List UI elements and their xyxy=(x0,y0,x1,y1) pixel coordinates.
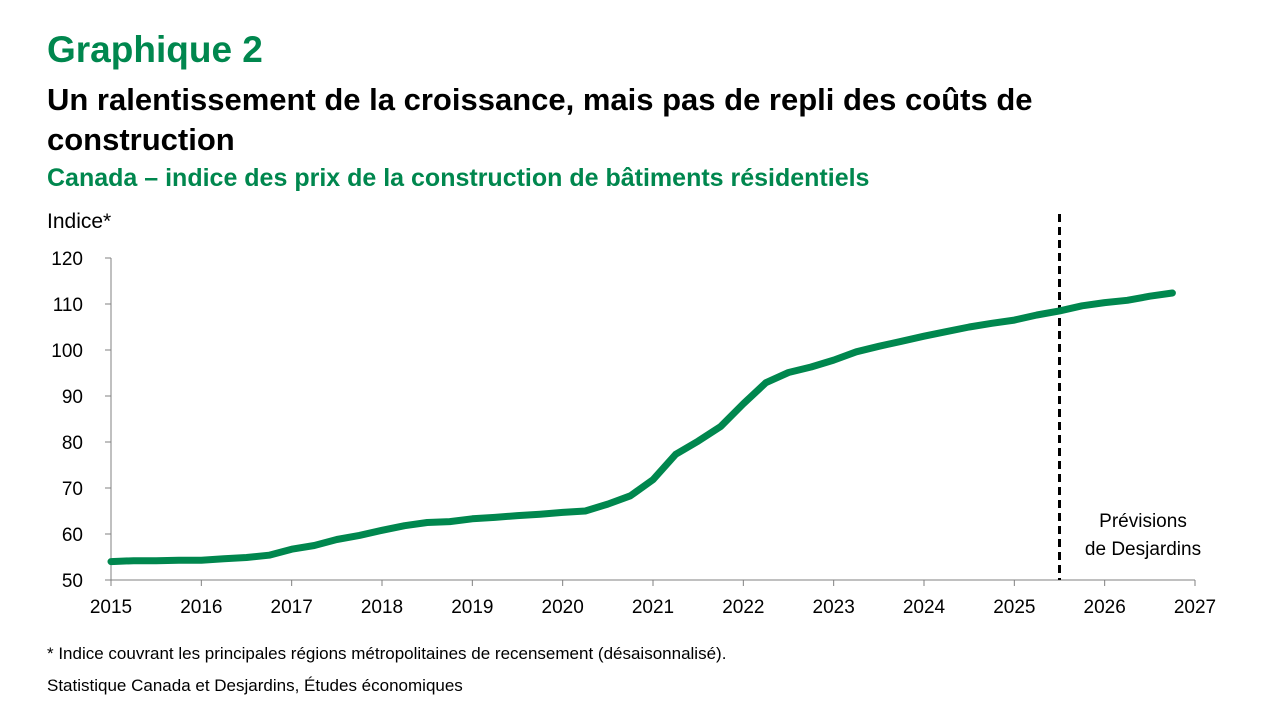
y-tick-label: 90 xyxy=(62,387,83,408)
x-tick-label: 2016 xyxy=(180,597,222,618)
chart-kicker: Graphique 2 xyxy=(47,29,263,70)
y-axis-label: Indice* xyxy=(47,210,111,233)
chart-title: Un ralentissement de la croissance, mais… xyxy=(47,82,1033,157)
y-tick-label: 120 xyxy=(51,249,83,270)
footnote: * Indice couvrant les principales région… xyxy=(47,644,727,663)
line-chart: Indice* 50 60 70 80 90 100 110 120 2015 2016 2017 20… xyxy=(47,210,1216,618)
x-tick-label: 2023 xyxy=(813,597,855,618)
x-tick-label: 2019 xyxy=(451,597,493,618)
y-tick-label: 110 xyxy=(53,295,83,316)
y-tick-label: 80 xyxy=(62,433,83,454)
x-tick-label: 2018 xyxy=(361,597,403,618)
forecast-annotation-line: Prévisions xyxy=(1099,511,1187,532)
forecast-annotation-line: de Desjardins xyxy=(1085,539,1201,560)
x-tick-label: 2017 xyxy=(271,597,313,618)
y-tick-label: 100 xyxy=(51,341,83,362)
x-tick-label: 2025 xyxy=(993,597,1035,618)
x-tick-label: 2026 xyxy=(1084,597,1126,618)
x-tick-label: 2024 xyxy=(903,597,946,618)
x-tick-label: 2021 xyxy=(632,597,674,618)
y-tick-label: 50 xyxy=(62,571,83,592)
x-tick-label: 2015 xyxy=(90,597,132,618)
source-note: Statistique Canada et Desjardins, Études… xyxy=(47,676,463,695)
y-tick-label: 60 xyxy=(62,525,83,546)
series-line xyxy=(107,289,1176,566)
x-tick-label: 2027 xyxy=(1174,597,1216,618)
x-tick-label: 2022 xyxy=(722,597,764,618)
x-tick-label: 2020 xyxy=(542,597,584,618)
y-tick-label: 70 xyxy=(62,479,83,500)
chart-subtitle: Canada – indice des prix de la construct… xyxy=(47,164,870,192)
